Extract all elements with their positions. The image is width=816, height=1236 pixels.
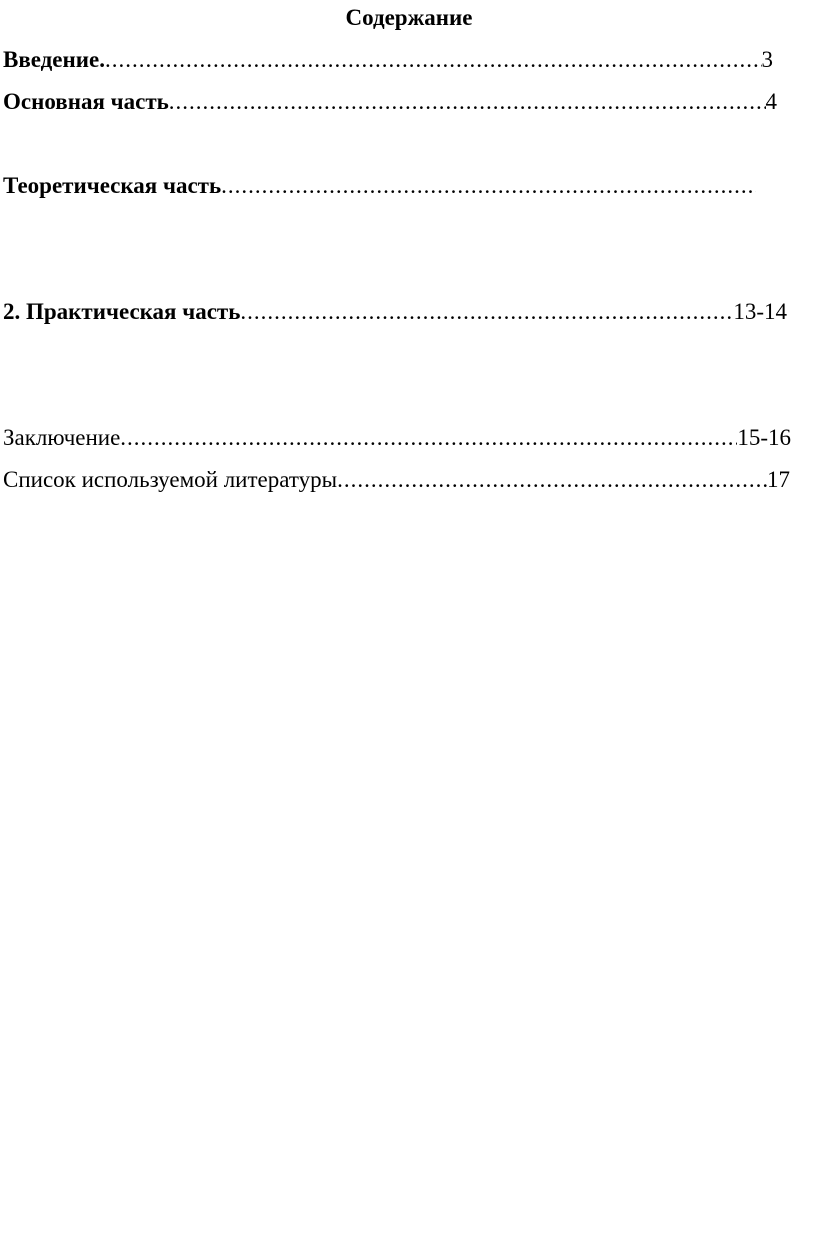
- toc-entry-label: Список используемой литературы: [3, 467, 338, 492]
- page-title: Содержание: [345, 5, 473, 30]
- dot-leader: ........................................…: [168, 89, 766, 114]
- toc-entry-references: Список используемой литературы .........…: [3, 459, 790, 501]
- toc-entry-practical-part: 2. Практическая часть ..................…: [3, 291, 787, 333]
- toc-entry-label: 2. Практическая часть: [3, 299, 241, 324]
- table-of-contents: Содержание Введение. ...................…: [3, 0, 791, 501]
- toc-entry-theoretical-part: Теоретическая часть ....................…: [3, 165, 756, 207]
- dot-leader: ........................................…: [240, 299, 734, 324]
- dot-leader: ........................................…: [120, 425, 738, 450]
- toc-entry-label: Заключение: [3, 425, 121, 450]
- toc-entry-page: 3: [761, 47, 774, 72]
- toc-entry-page: 13-14: [733, 299, 787, 324]
- toc-entry-page: 17: [767, 467, 790, 492]
- toc-entry-conclusion: Заключение .............................…: [3, 417, 791, 459]
- toc-entry-main-part: Основная часть .........................…: [3, 81, 777, 123]
- toc-entry-page: 15-16: [737, 425, 791, 450]
- toc-entry-introduction: Введение. ..............................…: [3, 39, 773, 81]
- dot-leader: ........................................…: [221, 173, 756, 198]
- dot-leader: ........................................…: [104, 47, 762, 72]
- toc-entry-label: Теоретическая часть: [3, 173, 222, 198]
- dot-leader: ........................................…: [337, 467, 767, 492]
- toc-entry-label: Введение.: [3, 47, 105, 72]
- toc-entry-page: 4: [765, 89, 778, 114]
- toc-entry-label: Основная часть: [3, 89, 169, 114]
